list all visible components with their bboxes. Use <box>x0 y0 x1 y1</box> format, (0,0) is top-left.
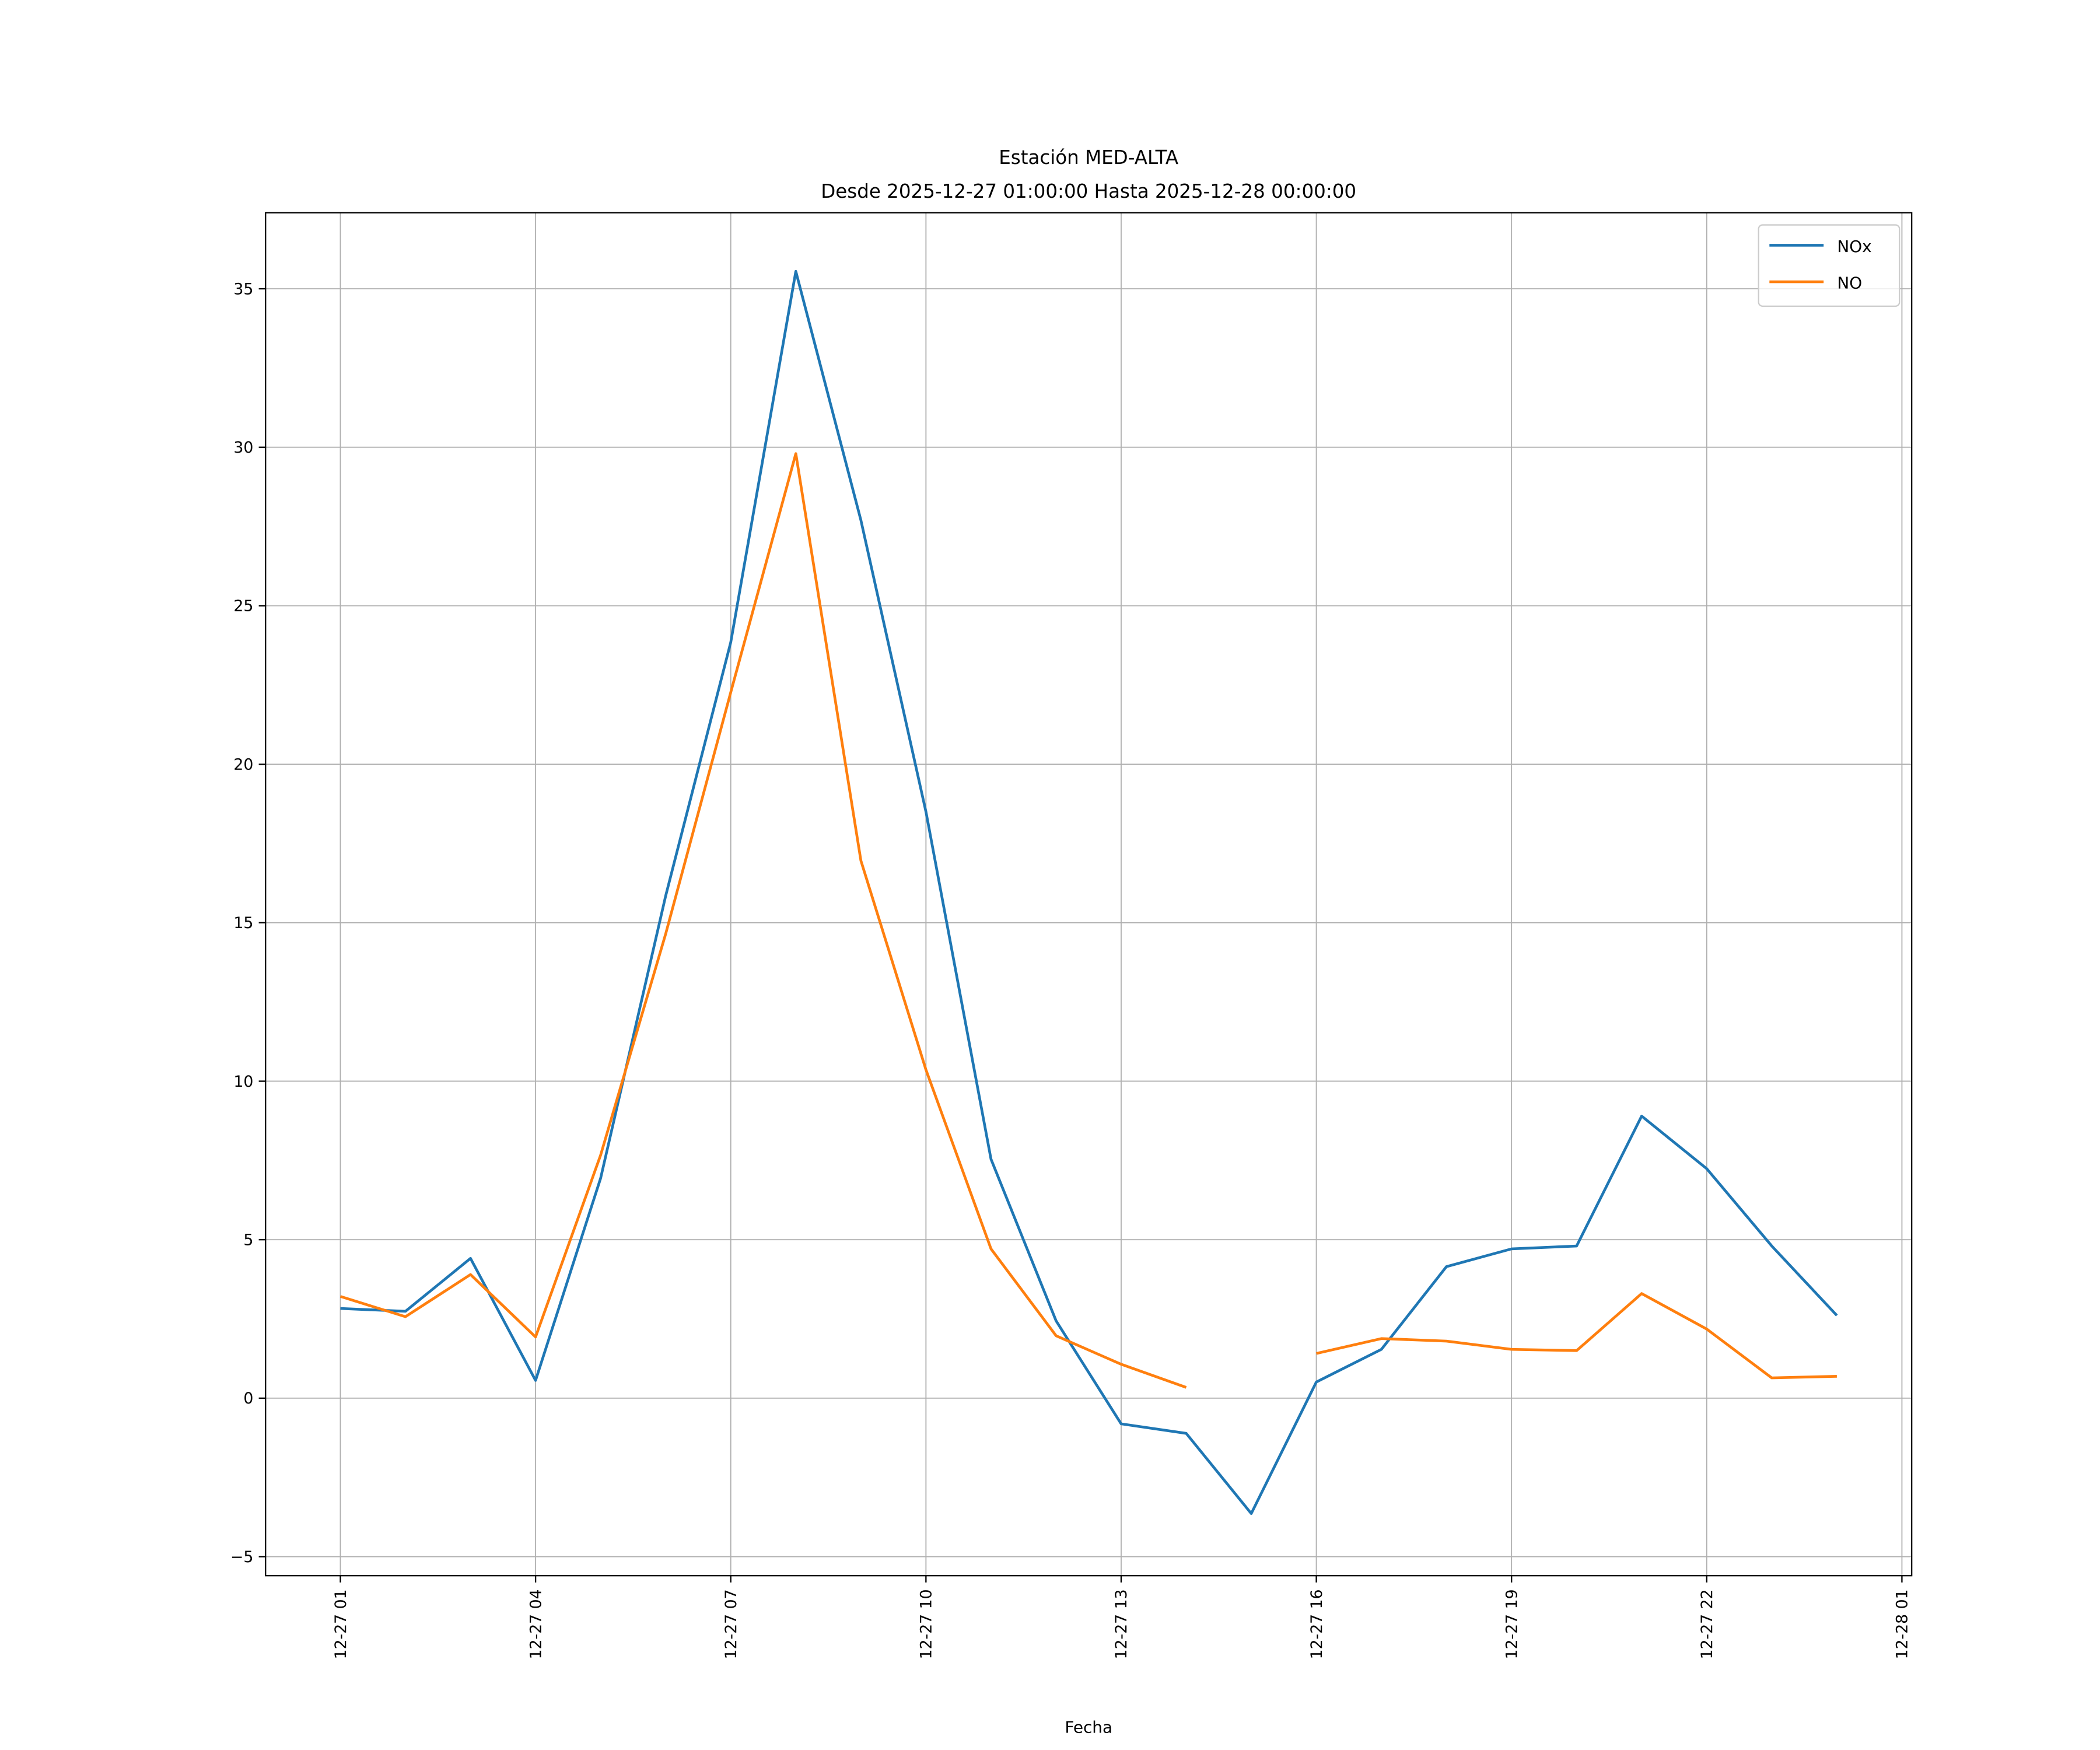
x-tick-label: 12-27 13 <box>1112 1589 1130 1659</box>
series-line-no <box>340 452 1187 1389</box>
x-tick-label: 12-27 10 <box>918 1589 936 1659</box>
y-tick-label: 5 <box>243 1231 253 1249</box>
y-tick-label: 0 <box>243 1390 253 1408</box>
x-tick-label: 12-27 19 <box>1503 1589 1521 1659</box>
y-tick-label: −5 <box>230 1548 253 1566</box>
legend-label-no: NO <box>1837 274 1862 293</box>
series-lines <box>340 270 1838 1515</box>
chart-subtitle: Desde 2025-12-27 01:00:00 Hasta 2025-12-… <box>821 180 1356 202</box>
x-tick-label: 12-27 16 <box>1308 1589 1326 1659</box>
legend-label-nox: NOx <box>1837 237 1871 256</box>
plot-frame <box>265 212 1913 1577</box>
y-tick-label: 30 <box>233 439 253 457</box>
x-axis-label: Fecha <box>1065 1718 1112 1737</box>
x-tick-label: 12-27 22 <box>1698 1589 1716 1659</box>
x-tick-label: 12-27 01 <box>332 1589 350 1659</box>
y-tick-label: 25 <box>233 597 253 615</box>
y-tick-label: 10 <box>233 1073 253 1091</box>
y-tick-label: 15 <box>233 914 253 932</box>
series-line-nox <box>340 270 1838 1515</box>
x-tick-label: 12-28 01 <box>1894 1589 1912 1659</box>
chart-title: Estación MED-ALTA <box>999 146 1178 169</box>
x-tick-label: 12-27 04 <box>527 1589 545 1659</box>
legend: NOx NO <box>1758 224 1901 307</box>
y-tick-label: 20 <box>233 755 253 774</box>
y-tick-label: 35 <box>233 280 253 298</box>
legend-box <box>1758 224 1901 307</box>
x-tick-label: 12-27 07 <box>722 1589 740 1659</box>
grid <box>265 212 1912 1576</box>
axis-ticks: 12-27 01 12-27 04 12-27 07 12-27 10 12-27 13… <box>230 280 1912 1659</box>
